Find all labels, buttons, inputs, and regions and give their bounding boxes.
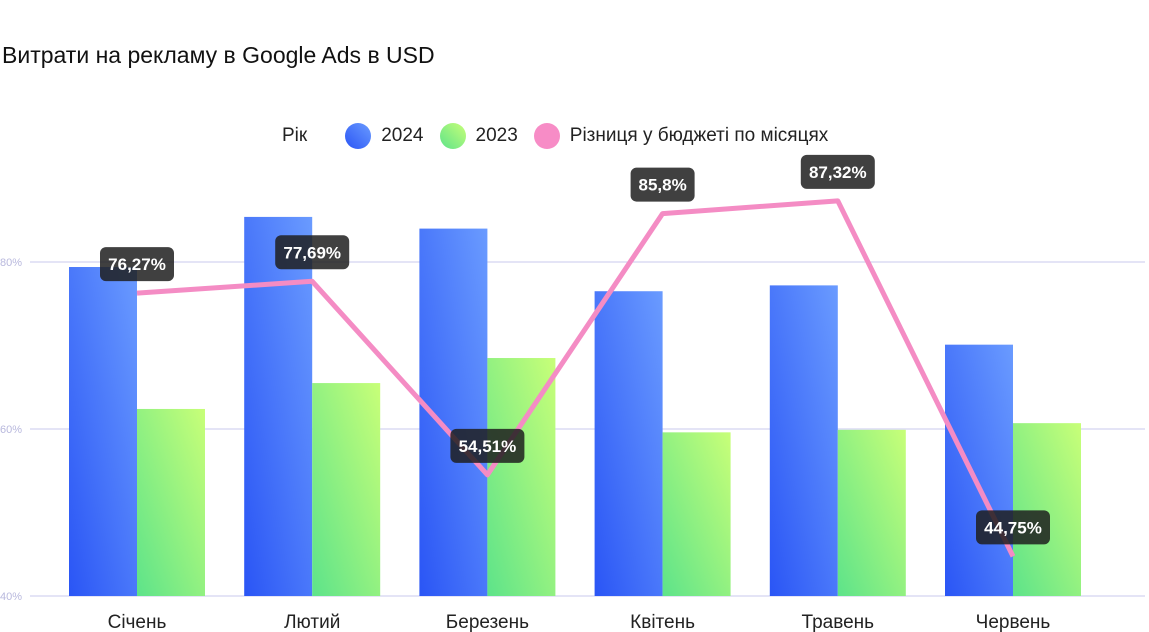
bar-2024 [69,267,137,596]
x-tick-label: Лютий [284,612,340,632]
data-label-box [800,154,875,189]
bar-2023 [137,408,205,596]
bar-2023 [662,432,731,596]
data-label: 77,69% [283,243,341,262]
bar-2024 [244,216,313,596]
x-tick-label: Березень [446,612,529,632]
legend-item-difference[interactable]: Різниця у бюджеті по місяцях [533,123,829,149]
x-tick-label: Квітень [630,612,695,632]
data-label: 87,32% [809,163,867,182]
data-label-box [100,247,174,282]
data-label-box [450,428,525,463]
data-label: 44,75% [984,518,1042,537]
bar-2024 [594,291,663,596]
legend: Рік 2024 2023 Різниця у бюджеті по місяц… [282,123,844,149]
difference-line [136,198,1016,558]
chart-title: Витрати на рекламу в Google Ads в USD [2,42,435,68]
y-tick-label: 40% [0,591,22,603]
x-tick-label: Травень [802,612,875,632]
data-label: 85,8% [638,176,686,195]
legend-label: 2024 [381,125,424,146]
legend-item-2023[interactable]: 2023 [439,123,518,149]
legend-label: 2023 [475,125,518,146]
legend-item-2024[interactable]: 2024 [345,123,424,149]
bar-2024 [945,344,1013,596]
bar-2023 [837,429,906,596]
data-label: 54,51% [459,437,517,456]
y-tick-label: 80% [0,257,22,269]
legend-swatch-2023 [439,123,466,149]
data-label-box [976,510,1050,545]
legend-label: Різниця у бюджеті по місяцях [569,125,829,146]
bar-2023 [312,383,381,596]
legend-swatch-2024 [345,123,372,149]
x-tick-label: Червень [976,612,1051,632]
data-label-box [275,235,350,270]
legend-swatch-difference [533,123,560,149]
data-label-box [630,167,695,202]
y-tick-label: 60% [0,424,22,436]
bar-2024 [769,285,838,596]
bar-2023 [1013,423,1081,596]
data-label: 76,27% [108,255,166,274]
legend-heading: Рік [282,125,308,146]
x-tick-label: Січень [108,612,167,632]
bar-2023 [487,358,556,596]
